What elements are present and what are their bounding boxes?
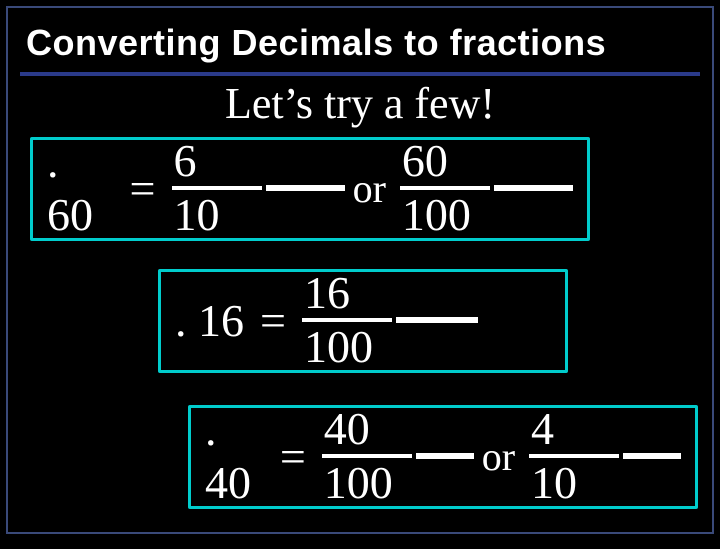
equation-row-1: . 60 = 6 10 or 60 100 [30, 137, 590, 241]
numerator: 16 [302, 270, 352, 316]
numerator: 4 [529, 406, 556, 452]
equals-sign: = [260, 294, 286, 347]
trailing-underline [396, 317, 478, 323]
subtitle: Let’s try a few! [8, 78, 712, 129]
decimal-value: . 60 [47, 135, 114, 241]
denominator: 100 [302, 324, 375, 370]
trailing-underline [494, 185, 573, 191]
trailing-underline [623, 453, 681, 459]
denominator: 100 [322, 460, 395, 506]
or-text: or [353, 165, 386, 212]
trailing-underline [416, 453, 474, 459]
numerator: 60 [400, 138, 450, 184]
fraction: 6 10 [172, 138, 262, 238]
equation-row-3: . 40 = 40 100 or 4 10 [188, 405, 698, 509]
or-text: or [482, 433, 515, 480]
content-area: . 60 = 6 10 or 60 100 . 16 = 16 100 [8, 129, 712, 549]
numerator: 6 [172, 138, 199, 184]
denominator: 10 [172, 192, 222, 238]
equation-row-2: . 16 = 16 100 [158, 269, 568, 373]
denominator: 10 [529, 460, 579, 506]
decimal-value: . 16 [175, 294, 244, 347]
fraction: 60 100 [400, 138, 490, 238]
equals-sign: = [130, 162, 156, 215]
numerator: 40 [322, 406, 372, 452]
page-title: Converting Decimals to fractions [26, 22, 694, 64]
equals-sign: = [280, 430, 306, 483]
fraction: 16 100 [302, 270, 392, 370]
slide-frame: Converting Decimals to fractions Let’s t… [6, 6, 714, 534]
fraction: 4 10 [529, 406, 619, 506]
decimal-value: . 40 [205, 403, 264, 509]
title-bar: Converting Decimals to fractions [20, 18, 700, 76]
denominator: 100 [400, 192, 473, 238]
fraction: 40 100 [322, 406, 412, 506]
trailing-underline [266, 185, 345, 191]
